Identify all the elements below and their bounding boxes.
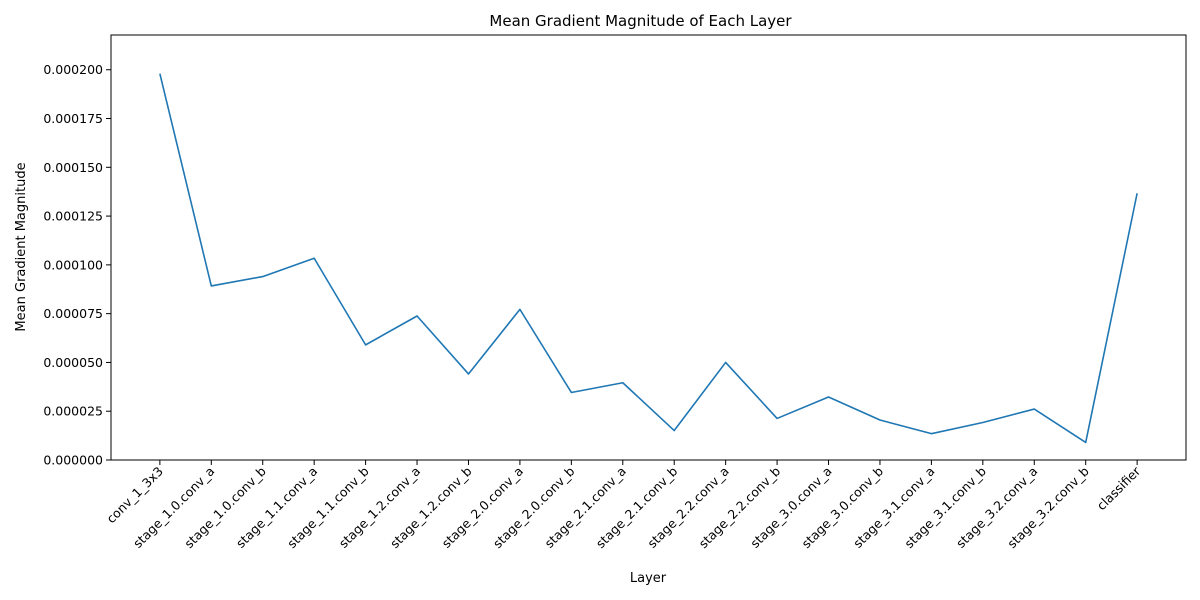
y-tick-label: 0.000075 bbox=[43, 306, 103, 321]
y-axis-ticks: 0.000000 0.000025 0.000050 0.000075 0.000100… bbox=[43, 62, 111, 468]
y-tick-label: 0.000000 bbox=[43, 453, 103, 468]
y-tick-label: 0.000200 bbox=[43, 62, 103, 77]
y-tick-label: 0.000125 bbox=[43, 209, 103, 224]
y-tick-label: 0.000050 bbox=[43, 355, 103, 370]
chart-title: Mean Gradient Magnitude of Each Layer bbox=[489, 12, 792, 30]
y-tick-label: 0.000025 bbox=[43, 404, 103, 419]
x-axis-label: Layer bbox=[630, 571, 667, 586]
series-layer bbox=[159, 73, 1138, 444]
y-tick-label: 0.000150 bbox=[43, 160, 103, 175]
axes-frame bbox=[110, 34, 1187, 461]
series-line bbox=[159, 73, 1138, 444]
y-axis-label: Mean Gradient Magnitude bbox=[14, 162, 29, 331]
y-tick-label: 0.000100 bbox=[43, 257, 103, 272]
y-tick-label: 0.000175 bbox=[43, 111, 103, 126]
